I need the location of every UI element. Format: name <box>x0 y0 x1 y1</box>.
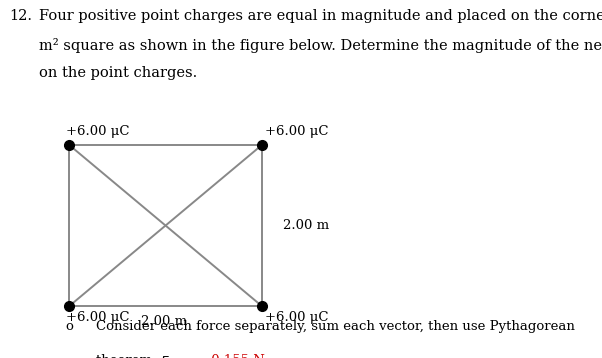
Text: o: o <box>65 320 73 333</box>
Text: +6.00 μC: +6.00 μC <box>66 311 129 324</box>
Text: theorem:: theorem: <box>96 354 161 358</box>
Text: $F_{\rm net}$: $F_{\rm net}$ <box>160 354 184 358</box>
Text: Consider each force separately, sum each vector, then use Pythagorean: Consider each force separately, sum each… <box>96 320 575 333</box>
Text: +6.00 μC: +6.00 μC <box>66 125 129 138</box>
Text: on the point charges.: on the point charges. <box>39 66 197 80</box>
Text: m² square as shown in the figure below. Determine the magnitude of the net force: m² square as shown in the figure below. … <box>39 38 602 53</box>
Text: +6.00 μC: +6.00 μC <box>265 311 328 324</box>
Text: 2.00 m: 2.00 m <box>141 315 188 328</box>
Text: 2.00 m: 2.00 m <box>283 219 329 232</box>
Text: 12.: 12. <box>9 9 32 23</box>
Text: Four positive point charges are equal in magnitude and placed on the corners of : Four positive point charges are equal in… <box>39 9 602 23</box>
Text: = 0.155 N: = 0.155 N <box>196 354 264 358</box>
Text: +6.00 μC: +6.00 μC <box>265 125 328 138</box>
